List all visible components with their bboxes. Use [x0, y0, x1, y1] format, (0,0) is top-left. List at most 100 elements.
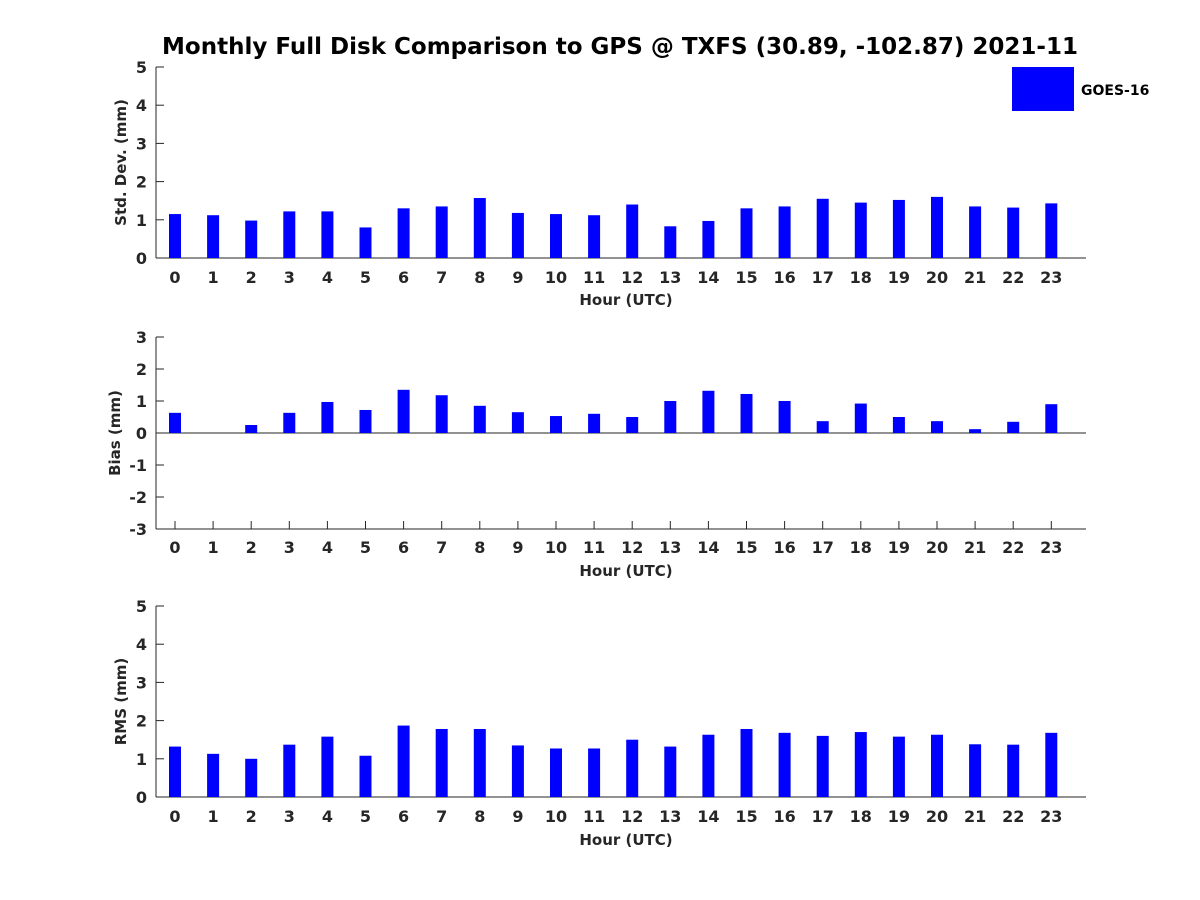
bar-hour-2	[245, 758, 258, 797]
bar-hour-17	[816, 735, 829, 797]
y-tick-label: 5	[136, 58, 147, 77]
y-tick-label: 5	[136, 597, 147, 616]
y-axis-label: Std. Dev. (mm)	[112, 99, 130, 226]
bar-hour-19	[892, 736, 905, 797]
bar-hour-6	[397, 725, 410, 797]
x-tick-label: 14	[697, 538, 719, 557]
x-tick-label: 3	[284, 268, 295, 287]
bar-hour-12	[626, 204, 639, 258]
x-tick-label: 12	[621, 807, 643, 826]
x-tick-label: 1	[208, 807, 219, 826]
bar-hour-11	[588, 748, 601, 797]
y-tick-label: 2	[136, 712, 147, 731]
x-tick-label: 5	[360, 268, 371, 287]
x-tick-label: 4	[322, 538, 333, 557]
x-tick-label: 6	[398, 807, 409, 826]
bar-hour-9	[511, 212, 524, 258]
x-tick-label: 11	[583, 268, 605, 287]
bar-hour-3	[283, 744, 296, 797]
x-tick-label: 9	[512, 538, 523, 557]
x-tick-label: 10	[545, 268, 567, 287]
x-tick-label: 16	[773, 268, 795, 287]
x-tick-label: 8	[474, 268, 485, 287]
x-tick-label: 15	[735, 268, 757, 287]
x-tick-label: 20	[926, 268, 948, 287]
x-tick-label: 10	[545, 538, 567, 557]
y-tick-label: -1	[129, 456, 147, 475]
bar-hour-16	[778, 401, 791, 433]
bar-hour-3	[283, 211, 296, 258]
bar-hour-14	[702, 734, 715, 797]
x-tick-label: 5	[360, 538, 371, 557]
x-axis-label: Hour (UTC)	[579, 291, 672, 309]
y-axis-label: Bias (mm)	[106, 390, 124, 476]
y-axis-label: RMS (mm)	[112, 658, 130, 745]
bar-hour-10	[550, 416, 562, 433]
bar-hour-1	[207, 753, 220, 797]
bar-hour-6	[397, 389, 410, 433]
x-tick-label: 23	[1040, 807, 1062, 826]
x-tick-label: 23	[1040, 268, 1062, 287]
y-tick-label: 0	[136, 249, 147, 268]
x-tick-label: 19	[888, 268, 910, 287]
bar-hour-6	[397, 208, 410, 258]
bar-hour-22	[1007, 744, 1020, 797]
x-tick-label: 16	[773, 807, 795, 826]
bar-hour-5	[359, 227, 372, 258]
x-tick-label: 1	[208, 268, 219, 287]
x-tick-label: 17	[812, 538, 834, 557]
bar-hour-9	[511, 412, 524, 433]
bar-hour-20	[931, 196, 943, 258]
x-tick-label: 2	[246, 268, 257, 287]
bar-hour-10	[550, 214, 562, 258]
x-tick-label: 3	[284, 807, 295, 826]
bar-hour-18	[854, 403, 867, 433]
bar-hour-0	[169, 214, 181, 258]
bar-hour-15	[740, 729, 753, 797]
bar-hour-21	[969, 744, 982, 797]
x-tick-label: 0	[169, 807, 180, 826]
x-tick-label: 13	[659, 268, 681, 287]
x-tick-label: 11	[583, 807, 605, 826]
x-tick-label: 7	[436, 807, 447, 826]
bar-hour-17	[816, 198, 829, 258]
bar-hour-16	[778, 732, 791, 797]
bar-hour-11	[588, 215, 601, 258]
x-tick-label: 7	[436, 268, 447, 287]
x-tick-label: 18	[850, 268, 872, 287]
x-tick-label: 3	[284, 538, 295, 557]
y-tick-label: -2	[129, 488, 147, 507]
bar-hour-18	[854, 732, 867, 797]
y-tick-label: 2	[136, 360, 147, 379]
x-tick-label: 2	[246, 807, 257, 826]
x-tick-label: 18	[850, 538, 872, 557]
x-tick-label: 9	[512, 807, 523, 826]
legend-label: GOES-16	[1081, 83, 1149, 99]
x-tick-label: 6	[398, 538, 409, 557]
bar-hour-21	[969, 429, 982, 433]
bar-hour-23	[1045, 732, 1058, 797]
bar-hour-22	[1007, 421, 1020, 433]
bar-hour-9	[511, 745, 524, 797]
x-tick-label: 15	[735, 807, 757, 826]
bar-hour-20	[931, 734, 943, 797]
x-tick-label: 8	[474, 807, 485, 826]
bar-hour-23	[1045, 404, 1058, 433]
bar-hour-8	[473, 729, 486, 797]
bar-hour-16	[778, 206, 791, 258]
x-tick-label: 18	[850, 807, 872, 826]
y-tick-label: 0	[136, 424, 147, 443]
x-tick-label: 8	[474, 538, 485, 557]
bar-hour-3	[283, 412, 296, 433]
x-tick-label: 11	[583, 538, 605, 557]
y-tick-label: 4	[136, 96, 147, 115]
bar-hour-14	[702, 390, 715, 433]
bar-hour-4	[321, 401, 334, 433]
y-tick-label: 1	[136, 392, 147, 411]
x-tick-label: 16	[773, 538, 795, 557]
x-tick-label: 19	[888, 807, 910, 826]
x-tick-label: 20	[926, 538, 948, 557]
